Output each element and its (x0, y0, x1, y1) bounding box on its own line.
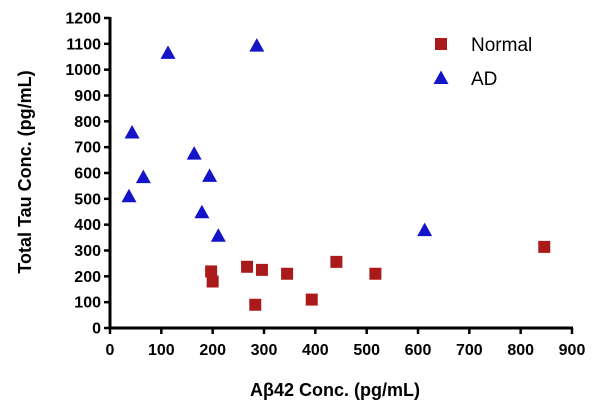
ad-point (417, 222, 433, 237)
x-tick-label: 200 (199, 342, 226, 359)
ad-point (135, 169, 151, 184)
x-tick-label: 900 (559, 342, 586, 359)
y-tick-label: 200 (74, 269, 101, 286)
y-tick-label: 900 (74, 88, 101, 105)
normal-point (206, 275, 219, 288)
normal-point (255, 263, 268, 276)
y-tick-label: 500 (74, 191, 101, 208)
normal-point (205, 265, 218, 278)
ad-point (210, 228, 226, 242)
normal-point (369, 267, 382, 280)
legend-normal-label: Normal (471, 35, 532, 56)
x-tick-label: 300 (251, 342, 278, 359)
x-tick-label: 500 (353, 342, 380, 359)
y-axis-title: Total Tau Conc. (pg/mL) (15, 70, 35, 273)
y-tick-label: 0 (92, 321, 101, 338)
x-tick-label: 400 (302, 342, 329, 359)
ad-point (202, 168, 218, 182)
normal-point (249, 298, 262, 311)
normal-point (330, 255, 343, 268)
y-tick-label: 400 (74, 217, 101, 234)
normal-point (241, 260, 254, 273)
x-tick-label: 800 (507, 342, 534, 359)
normal-point (281, 267, 294, 280)
data-points (121, 38, 551, 311)
y-axis-ticks: 0 100 200 300 400 500 600 700 800 900 1000 1100 1200 (65, 11, 110, 338)
x-axis-ticks: 0 100 200 300 400 500 600 700 800 900 (106, 328, 586, 359)
x-tick-label: 0 (106, 342, 115, 359)
legend-ad-marker (433, 70, 449, 84)
ad-point (121, 188, 137, 203)
normal-point (305, 293, 318, 306)
y-tick-label: 600 (74, 166, 101, 183)
ad-point (249, 38, 265, 52)
y-tick-label: 700 (74, 140, 101, 157)
x-tick-label: 100 (148, 342, 175, 359)
y-tick-label: 1000 (65, 62, 101, 79)
ad-point (124, 124, 140, 139)
legend-ad-label: AD (471, 69, 497, 90)
y-tick-label: 100 (74, 295, 101, 312)
y-tick-label: 800 (74, 114, 101, 131)
normal-point (538, 240, 551, 253)
y-tick-label: 1200 (65, 11, 101, 28)
ad-point (160, 45, 176, 59)
x-tick-label: 600 (405, 342, 432, 359)
y-tick-label: 1100 (66, 36, 101, 53)
legend: Normal AD (433, 35, 532, 90)
x-tick-label: 700 (456, 342, 483, 359)
x-axis-title: Aβ42 Conc. (pg/mL) (250, 380, 420, 400)
y-tick-label: 300 (74, 243, 101, 260)
ad-point (186, 146, 202, 160)
legend-normal-marker (435, 38, 447, 50)
ad-point (194, 204, 210, 219)
